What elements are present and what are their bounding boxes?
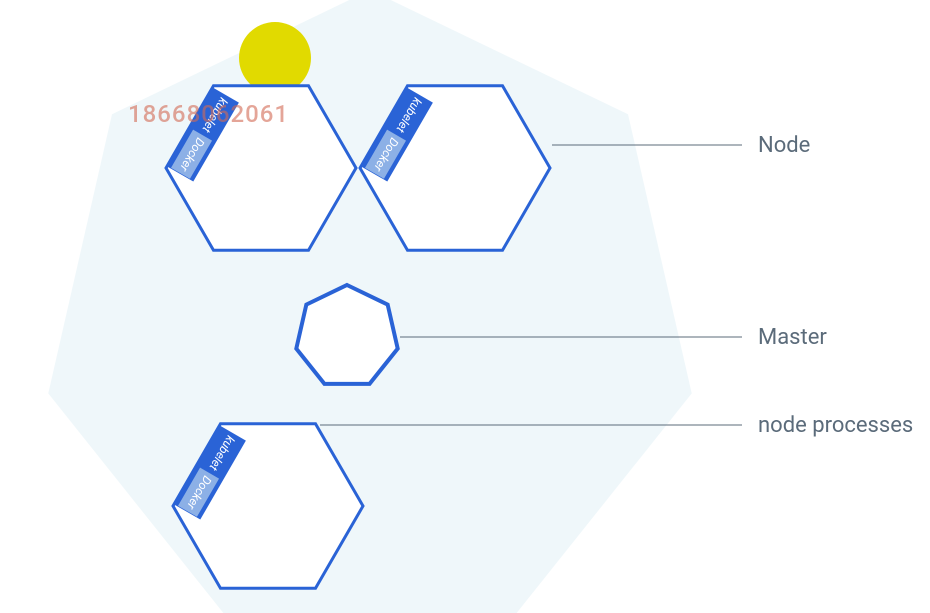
callout-label: node processes — [758, 413, 913, 438]
watermark-text: 18668062061 — [128, 100, 289, 128]
highlight-dot — [239, 22, 311, 94]
callout-label: Node — [758, 133, 810, 158]
architecture-diagram: kubeletDockerkubeletDockerkubeletDocker — [0, 0, 930, 613]
callout-label: Master — [758, 325, 827, 350]
